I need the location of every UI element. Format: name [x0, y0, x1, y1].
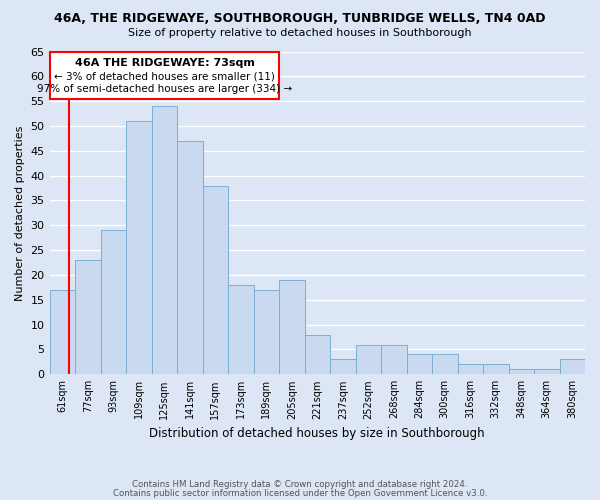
- Bar: [483, 364, 509, 374]
- Bar: [509, 370, 534, 374]
- Text: 97% of semi-detached houses are larger (334) →: 97% of semi-detached houses are larger (…: [37, 84, 292, 94]
- Bar: [228, 285, 254, 374]
- Bar: [407, 354, 432, 374]
- Bar: [560, 360, 585, 374]
- Bar: [279, 280, 305, 374]
- Text: Size of property relative to detached houses in Southborough: Size of property relative to detached ho…: [128, 28, 472, 38]
- Bar: [254, 290, 279, 374]
- Text: 46A, THE RIDGEWAYE, SOUTHBOROUGH, TUNBRIDGE WELLS, TN4 0AD: 46A, THE RIDGEWAYE, SOUTHBOROUGH, TUNBRI…: [54, 12, 546, 26]
- Text: 46A THE RIDGEWAYE: 73sqm: 46A THE RIDGEWAYE: 73sqm: [74, 58, 254, 68]
- Bar: [75, 260, 101, 374]
- Bar: [432, 354, 458, 374]
- Bar: [305, 334, 330, 374]
- Y-axis label: Number of detached properties: Number of detached properties: [15, 125, 25, 300]
- Bar: [330, 360, 356, 374]
- Bar: [177, 141, 203, 374]
- Bar: [50, 290, 75, 374]
- Bar: [534, 370, 560, 374]
- Bar: [126, 121, 152, 374]
- FancyBboxPatch shape: [50, 52, 279, 98]
- Bar: [458, 364, 483, 374]
- Text: Contains HM Land Registry data © Crown copyright and database right 2024.: Contains HM Land Registry data © Crown c…: [132, 480, 468, 489]
- Bar: [356, 344, 381, 374]
- Bar: [152, 106, 177, 374]
- Bar: [381, 344, 407, 374]
- Text: ← 3% of detached houses are smaller (11): ← 3% of detached houses are smaller (11): [54, 72, 275, 82]
- Text: Contains public sector information licensed under the Open Government Licence v3: Contains public sector information licen…: [113, 488, 487, 498]
- X-axis label: Distribution of detached houses by size in Southborough: Distribution of detached houses by size …: [149, 427, 485, 440]
- Bar: [101, 230, 126, 374]
- Bar: [203, 186, 228, 374]
